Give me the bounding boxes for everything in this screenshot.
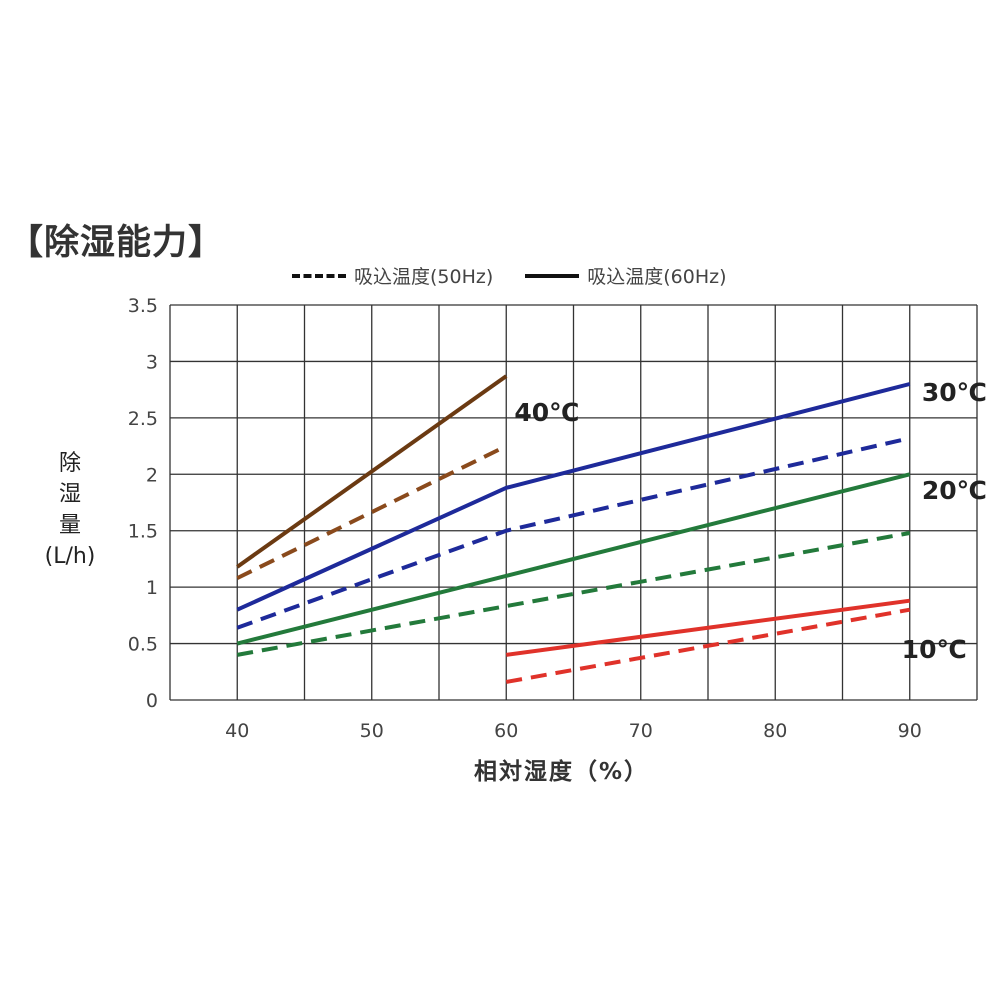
- y-tick-label: 0.5: [128, 634, 158, 656]
- x-tick-label: 90: [898, 720, 922, 742]
- series-line-20c-50hz: [236, 531, 911, 657]
- chart-title: 【除湿能力】: [8, 223, 225, 263]
- legend-label-50hz: 吸込温度(50Hz): [354, 266, 494, 288]
- legend: 吸込温度(50Hz) 吸込温度(60Hz): [292, 262, 727, 289]
- curve-label: 40℃: [514, 398, 579, 427]
- y-tick-label: 3.5: [128, 295, 158, 317]
- series-line-30c-50hz: [236, 436, 911, 630]
- x-axis-label: 相対湿度（%）: [474, 759, 650, 785]
- y-axis-label: 除 湿 量 (L/h): [20, 448, 120, 572]
- dashed-line-swatch: [292, 273, 346, 278]
- y-axis-label-line: 除: [58, 451, 81, 476]
- x-tick-label: 70: [629, 720, 653, 742]
- x-tick-label: 50: [360, 720, 384, 742]
- y-tick-label: 0: [146, 690, 158, 712]
- y-tick-label: 2: [146, 464, 158, 486]
- y-tick-label: 2.5: [128, 408, 158, 430]
- curve-label: 30℃: [922, 378, 987, 407]
- series-line-20c-60hz: [236, 472, 911, 646]
- x-tick-label: 80: [763, 720, 787, 742]
- x-tick-label: 60: [494, 720, 518, 742]
- y-tick-label: 3: [146, 351, 158, 373]
- y-tick-label: 1: [146, 577, 158, 599]
- y-axis-label-line: 量: [58, 513, 81, 538]
- series-line-40c-60hz: [236, 374, 508, 569]
- x-tick-label: 40: [225, 720, 249, 742]
- y-tick-label: 1.5: [128, 521, 158, 543]
- series-line-10c-50hz: [505, 607, 911, 684]
- legend-item-60hz: 吸込温度(60Hz): [525, 262, 727, 289]
- y-axis-label-line: 湿: [58, 482, 81, 507]
- legend-label-60hz: 吸込温度(60Hz): [587, 266, 727, 288]
- curve-label: 10℃: [902, 635, 967, 664]
- solid-line-swatch: [525, 273, 580, 278]
- series-line-30c-60hz: [236, 382, 911, 612]
- y-axis-label-line: (L/h): [44, 544, 96, 569]
- curve-label: 20℃: [922, 476, 987, 505]
- legend-item-50hz: 吸込温度(50Hz): [292, 262, 493, 289]
- series-line-10c-60hz: [505, 598, 911, 657]
